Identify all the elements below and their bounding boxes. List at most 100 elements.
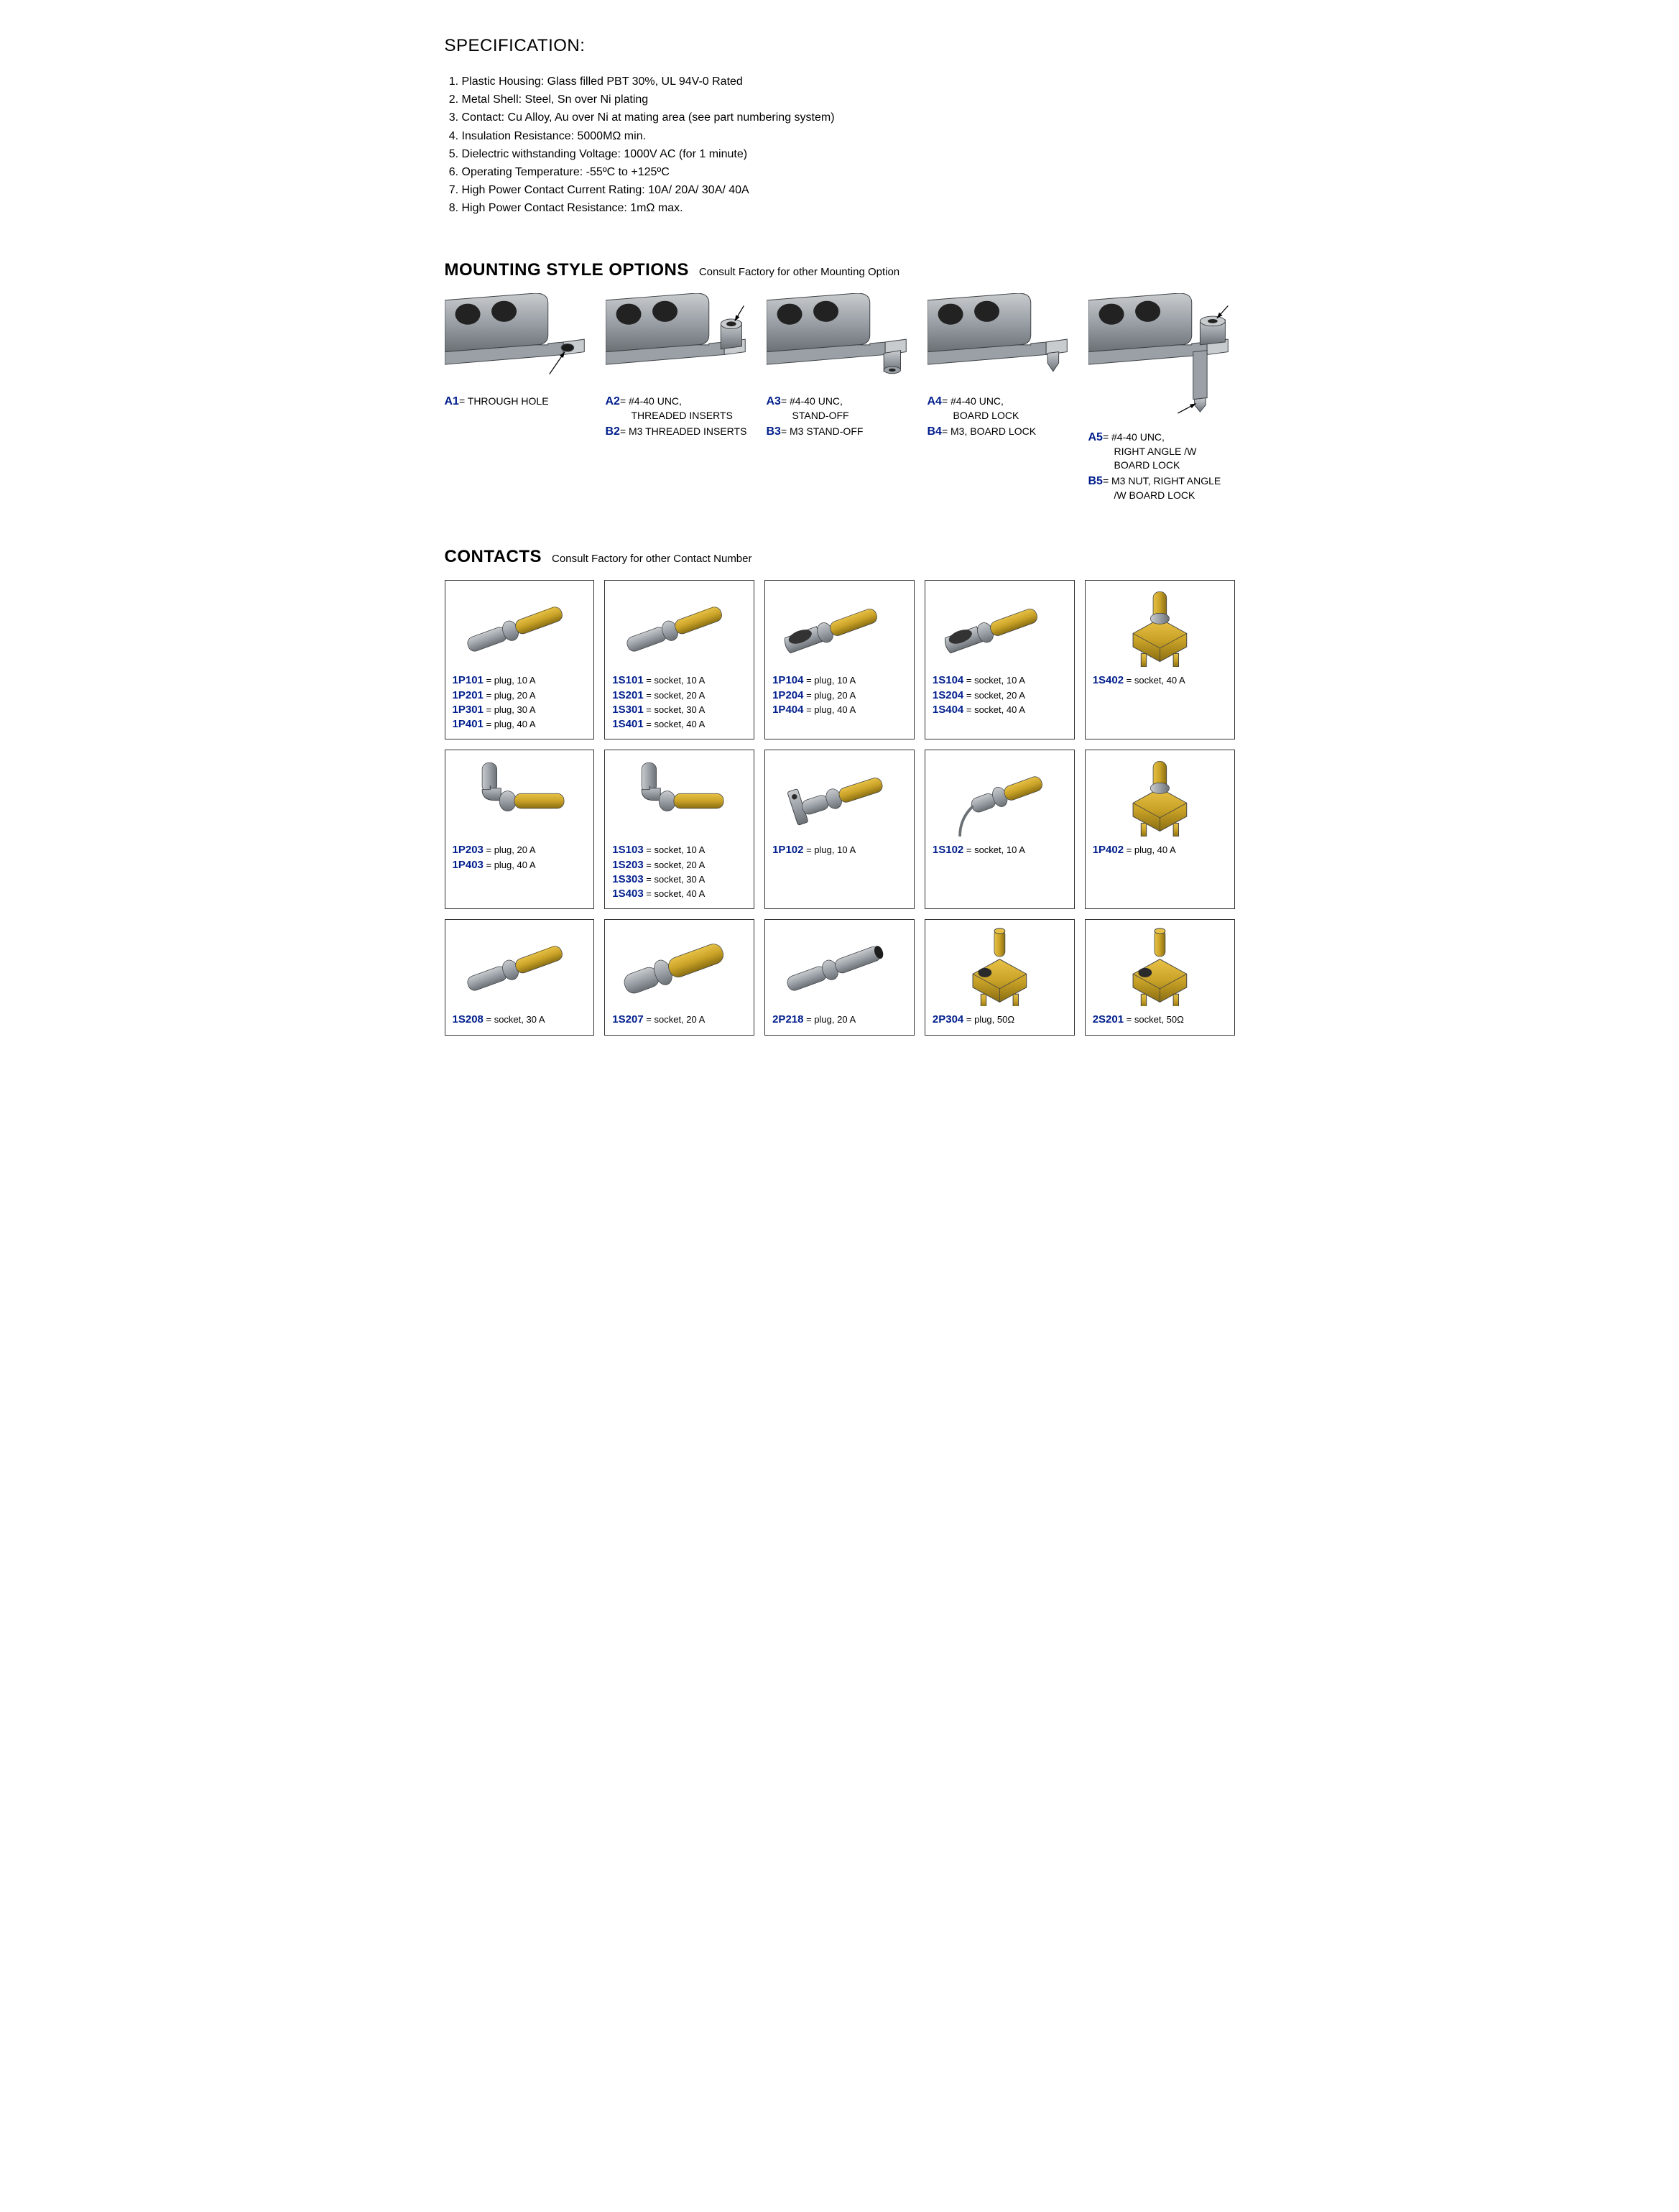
contact-code: 1P403 [453,859,484,871]
contact-code: 1S103 [612,844,643,856]
contact-desc: = socket, 10 A [963,844,1025,855]
contact-code: 1P104 [772,674,803,686]
contact-card: 2P304 = plug, 50Ω [925,919,1075,1035]
mount-option: A2= #4-40 UNC,THREADED INSERTSB2= M3 THR… [606,293,752,441]
contact-codes: 1P203 = plug, 20 A 1P403 = plug, 40 A [453,843,587,872]
mount-label-entry: A2= #4-40 UNC,THREADED INSERTS [606,394,752,423]
mount-labels: A4= #4-40 UNC,BOARD LOCK B4= M3, BOARD LO… [928,394,1074,440]
contact-code: 1S301 [612,704,643,716]
mount-row: A1= THROUGH HOLE [445,293,1235,504]
contact-desc: = socket, 20 A [644,860,706,870]
contact-illustration [1093,756,1227,839]
mount-desc: = #4-40 UNC, [781,395,843,407]
mount-label-entry: A3= #4-40 UNC,STAND-OFF [767,394,913,423]
mount-illustration [1088,293,1235,423]
contact-code: 1S403 [612,888,643,900]
spec-item: Metal Shell: Steel, Sn over Ni plating [462,91,1235,108]
contact-code: 1S204 [933,689,963,701]
mount-label-entry: A5= #4-40 UNC,RIGHT ANGLE /WBOARD LOCK [1088,430,1235,472]
contact-desc: = plug, 40 A [1124,844,1176,855]
contact-code-line: 2P304 = plug, 50Ω [933,1013,1067,1027]
contact-desc: = socket, 40 A [644,888,706,899]
mount-option: A3= #4-40 UNC,STAND-OFFB3= M3 STAND-OFF [767,293,913,441]
contact-codes: 1S402 = socket, 40 A [1093,673,1227,688]
contacts-note: Consult Factory for other Contact Number [552,553,751,565]
contact-desc: = socket, 10 A [644,844,706,855]
contact-illustration [772,756,907,839]
contact-illustration [453,586,587,669]
contact-desc: = plug, 20 A [803,1014,856,1025]
mount-labels: A1= THROUGH HOLE [445,394,591,410]
spec-item: High Power Contact Resistance: 1mΩ max. [462,200,1235,216]
spec-title: SPECIFICATION: [445,36,1235,56]
mount-label-entry: B2= M3 THREADED INSERTS [606,424,752,440]
contact-card: 1P102 = plug, 10 A [764,750,915,909]
mount-code: B3 [767,425,781,438]
contact-illustration [933,586,1067,669]
contact-code: 1P402 [1093,844,1124,856]
mount-desc: = #4-40 UNC, [1103,431,1165,443]
contact-desc: = socket, 30 A [644,704,706,715]
mount-illustration [606,293,752,387]
mount-section-header: MOUNTING STYLE OPTIONS Consult Factory f… [445,260,1235,280]
contact-code-line: 1P401 = plug, 40 A [453,717,587,732]
contact-code-line: 1P201 = plug, 20 A [453,688,587,703]
contact-illustration [933,926,1067,1008]
contact-code: 2P218 [772,1013,803,1026]
contacts-grid: 1P101 = plug, 10 A1P201 = plug, 20 A1P30… [445,580,1235,1035]
contact-desc: = plug, 10 A [484,675,536,686]
contact-code-line: 1P203 = plug, 20 A [453,843,587,857]
contact-desc: = plug, 50Ω [963,1014,1014,1025]
mount-desc-cont: /W BOARD LOCK [1088,489,1235,502]
contact-code-line: 1S207 = socket, 20 A [612,1013,746,1027]
mount-desc: = THROUGH HOLE [459,395,549,407]
mount-code: A2 [606,395,620,407]
contact-code: 1P204 [772,689,803,701]
contact-codes: 1S207 = socket, 20 A [612,1013,746,1027]
spec-item: Contact: Cu Alloy, Au over Ni at mating … [462,109,1235,126]
contact-code-line: 2P218 = plug, 20 A [772,1013,907,1027]
contact-codes: 1P402 = plug, 40 A [1093,843,1227,857]
contact-code: 1P201 [453,689,484,701]
contact-codes: 1S102 = socket, 10 A [933,843,1067,857]
contact-card: 1S103 = socket, 10 A1S203 = socket, 20 A… [604,750,754,909]
contact-code-line: 2S201 = socket, 50Ω [1093,1013,1227,1027]
contact-desc: = socket, 30 A [644,874,706,885]
contact-desc: = plug, 40 A [484,719,536,729]
contact-codes: 1S101 = socket, 10 A1S201 = socket, 20 A… [612,673,746,732]
contact-code-line: 1S404 = socket, 40 A [933,703,1067,717]
contact-desc: = plug, 20 A [484,690,536,701]
contact-illustration [772,586,907,669]
contact-code-line: 1S301 = socket, 30 A [612,703,746,717]
mount-label-entry: A4= #4-40 UNC,BOARD LOCK [928,394,1074,423]
contact-codes: 1P104 = plug, 10 A1P204 = plug, 20 A1P40… [772,673,907,717]
mount-desc-cont: BOARD LOCK [1088,458,1235,472]
mount-desc-cont: THREADED INSERTS [606,409,752,423]
contact-code: 1P102 [772,844,803,856]
contact-code-line: 1S403 = socket, 40 A [612,887,746,901]
mount-code: B5 [1088,475,1103,487]
mount-labels: A2= #4-40 UNC,THREADED INSERTSB2= M3 THR… [606,394,752,440]
spec-item: High Power Contact Current Rating: 10A/ … [462,182,1235,198]
contact-code-line: 1P104 = plug, 10 A [772,673,907,688]
contact-codes: 2P304 = plug, 50Ω [933,1013,1067,1027]
spec-item: Insulation Resistance: 5000MΩ min. [462,128,1235,144]
contact-code-line: 1P404 = plug, 40 A [772,703,907,717]
mount-code: B4 [928,425,942,438]
contact-card: 2P218 = plug, 20 A [764,919,915,1035]
mount-desc: = M3, BOARD LOCK [942,425,1036,437]
contact-desc: = plug, 40 A [484,860,536,870]
contact-card: 1S207 = socket, 20 A [604,919,754,1035]
contact-code: 1S303 [612,873,643,885]
mount-desc-cont: BOARD LOCK [928,409,1074,423]
contact-codes: 1P102 = plug, 10 A [772,843,907,857]
mount-heading: MOUNTING STYLE OPTIONS [445,260,689,280]
contact-card: 1S208 = socket, 30 A [445,919,595,1035]
contact-code: 1S203 [612,859,643,871]
contact-code: 1S402 [1093,674,1124,686]
contact-desc: = socket, 40 A [644,719,706,729]
contact-codes: 1S208 = socket, 30 A [453,1013,587,1027]
contact-code: 1S201 [612,689,643,701]
contact-code: 1P401 [453,718,484,730]
contact-card: 1S104 = socket, 10 A1S204 = socket, 20 A… [925,580,1075,739]
